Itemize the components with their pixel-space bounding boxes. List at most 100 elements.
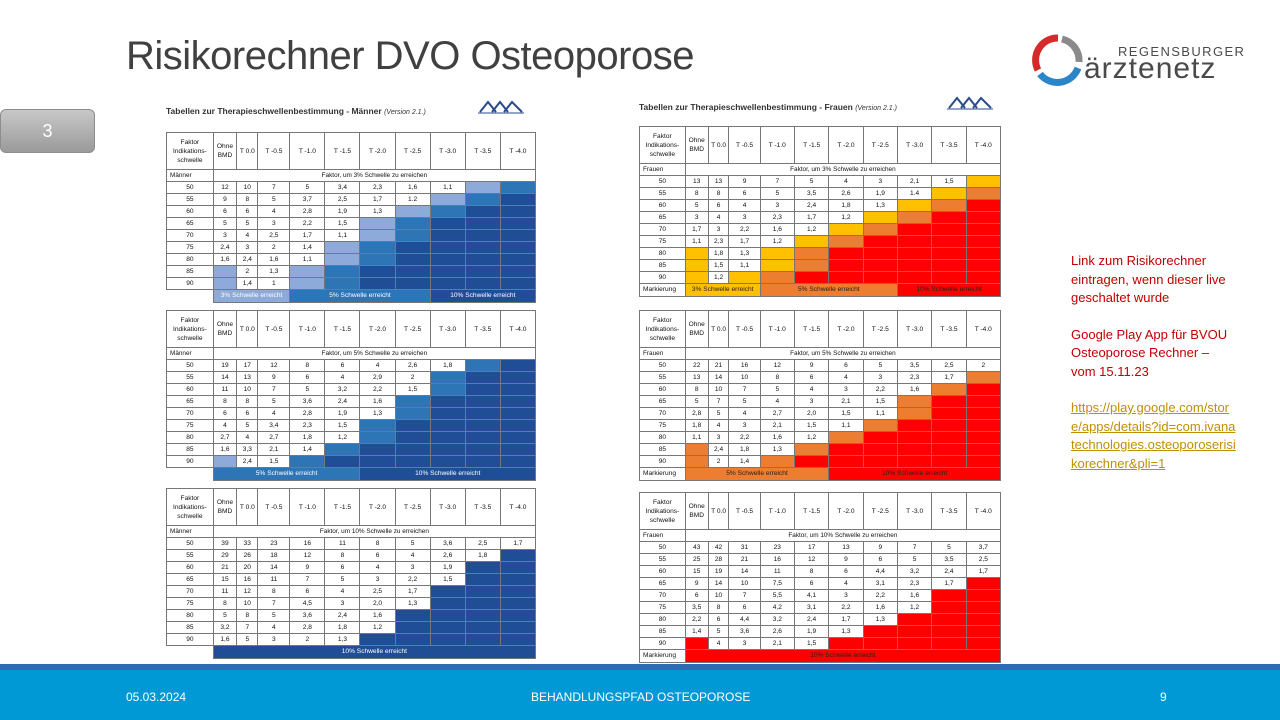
value-cell: 1,1	[862, 407, 898, 420]
value-cell: 3	[324, 597, 361, 610]
value-cell: 19	[707, 565, 730, 578]
value-cell: 43	[684, 541, 709, 554]
value-cell: 2,2	[394, 573, 431, 586]
table-row: 75 1,8 4 3 2,1 1,5 1,1	[639, 419, 1002, 432]
value-cell: 1,7	[931, 577, 967, 590]
value-cell: 4	[359, 359, 396, 372]
header-col: Ohne BMD	[212, 488, 238, 526]
value-cell: 9	[828, 553, 864, 566]
header-col: Ohne BMD	[684, 310, 709, 348]
value-cell	[429, 217, 466, 230]
value-cell: 2,2	[828, 601, 864, 614]
value-cell: 1,6	[212, 633, 238, 646]
age-cell: 55	[639, 187, 686, 200]
table-row: 85 2 1,3	[166, 265, 537, 278]
value-cell: 2,3	[359, 181, 396, 194]
age-cell: 50	[639, 359, 686, 372]
value-cell: 5	[896, 553, 933, 566]
value-cell	[965, 383, 1002, 396]
value-cell: 2,5	[359, 585, 396, 598]
value-cell	[896, 443, 933, 456]
value-cell: 1,2	[359, 621, 396, 634]
header-col: Ohne BMD	[212, 310, 238, 348]
value-cell: 6	[289, 371, 326, 384]
value-cell	[429, 419, 466, 432]
table-row: 75 4 5 3,4 2,3 1,5	[166, 419, 537, 432]
value-cell: 12	[257, 359, 291, 372]
value-cell	[499, 561, 537, 574]
value-cell: 2,2	[862, 589, 898, 602]
value-cell: 1,1	[684, 431, 709, 444]
value-cell	[464, 181, 501, 194]
age-cell: 75	[639, 419, 686, 432]
value-cell	[862, 223, 898, 236]
value-cell	[429, 621, 466, 634]
marker-label: Markierung	[639, 283, 686, 297]
value-cell	[931, 601, 967, 614]
value-cell	[499, 383, 537, 396]
value-cell	[828, 443, 864, 456]
value-cell: 1,5	[324, 217, 361, 230]
value-cell	[862, 247, 898, 260]
aerztenetz-logo-icon	[1032, 34, 1083, 86]
value-cell: 3	[707, 431, 730, 444]
value-cell	[896, 625, 933, 638]
value-cell	[896, 199, 933, 212]
header-col: T -1.5	[793, 492, 830, 530]
value-cell: 5	[324, 573, 361, 586]
value-cell	[499, 359, 537, 372]
value-cell	[862, 625, 898, 638]
women-10pct-table: Faktor Indikations-schwelle Ohne BMD T 0.0…	[639, 492, 1002, 663]
table-row: 60 15 19 14 11 8 6 4,4 3,2 2,4 1,7	[639, 565, 1002, 578]
value-cell: 1,8	[464, 549, 501, 562]
value-cell	[429, 633, 466, 646]
value-cell: 1,8	[828, 199, 864, 212]
value-cell: 8	[759, 371, 795, 384]
value-cell: 8	[324, 549, 361, 562]
value-cell: 12	[236, 585, 259, 598]
age-cell: 55	[166, 549, 214, 562]
header-col: T -0.5	[728, 492, 761, 530]
legend-cell: 10% Schwelle erreicht	[828, 467, 1001, 481]
value-cell: 2,5	[324, 193, 361, 206]
value-cell: 4	[394, 549, 431, 562]
value-cell: 2,3	[896, 577, 933, 590]
header-factor: Faktor Indikations-schwelle	[639, 492, 686, 530]
value-cell: 10	[728, 371, 761, 384]
value-cell	[464, 277, 501, 290]
value-cell: 8	[289, 359, 326, 372]
header-col: T -3.5	[464, 488, 501, 526]
age-cell: 65	[166, 217, 214, 230]
value-cell: 2,7	[212, 431, 238, 444]
value-cell	[499, 431, 537, 444]
value-cell: 3	[862, 175, 898, 188]
value-cell: 1,1	[728, 259, 761, 272]
slide-badge[interactable]: 3	[0, 109, 95, 153]
value-cell	[499, 229, 537, 242]
play-store-link[interactable]: https://play.google.com/store/apps/detai…	[1071, 400, 1236, 471]
table-row: 50 39 33 23 16 11 8 5 3,6 2,5 1,7	[166, 537, 537, 550]
value-cell	[429, 253, 466, 266]
value-cell	[896, 395, 933, 408]
value-cell	[499, 597, 537, 610]
header-col: T -4.0	[965, 310, 1002, 348]
value-cell: 5,5	[759, 589, 795, 602]
age-cell: 65	[639, 577, 686, 590]
value-cell: 26	[236, 549, 259, 562]
table-row: 50 19 17 12 8 6 4 2,6 1,8	[166, 359, 537, 372]
value-cell: 13	[707, 175, 730, 188]
header-col: T -1.0	[759, 126, 795, 164]
value-cell	[289, 277, 326, 290]
value-cell: 4	[324, 371, 361, 384]
value-cell: 2,4	[324, 395, 361, 408]
header-col: T -2.0	[828, 310, 864, 348]
value-cell: 3	[359, 573, 396, 586]
value-cell: 5	[257, 193, 291, 206]
value-cell	[464, 443, 501, 456]
value-cell: 2,4	[793, 613, 830, 626]
header-col: T -1.0	[289, 310, 326, 348]
value-cell: 31	[728, 541, 761, 554]
value-cell	[429, 277, 466, 290]
value-cell: 2	[236, 265, 259, 278]
value-cell: 7	[759, 175, 795, 188]
